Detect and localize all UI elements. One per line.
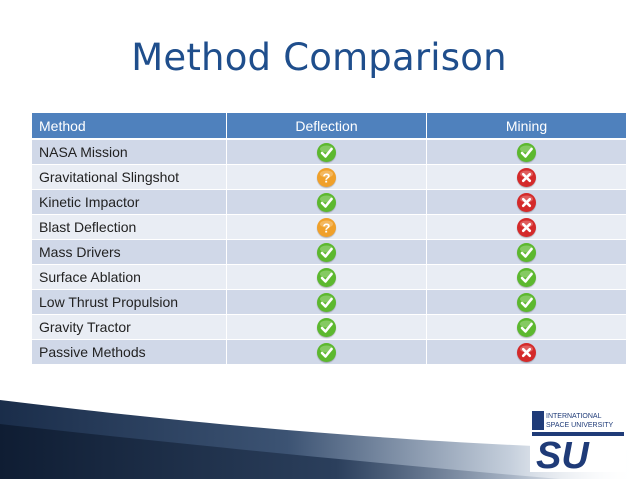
method-name-cell: Passive Methods <box>31 339 227 365</box>
method-name-cell: Low Thrust Propulsion <box>31 289 227 315</box>
mining-cell <box>426 289 627 315</box>
deflection-cell <box>226 239 427 265</box>
check-icon <box>517 317 536 337</box>
check-icon <box>317 242 336 262</box>
method-name-cell: Surface Ablation <box>31 264 227 290</box>
slide-title: Method Comparison <box>131 36 507 79</box>
check-icon <box>317 342 336 362</box>
mining-cell <box>426 339 627 365</box>
method-name-cell: NASA Mission <box>31 138 227 165</box>
deflection-cell <box>226 264 427 290</box>
deflection-cell <box>226 289 427 315</box>
svg-text:?: ? <box>323 170 331 185</box>
method-name-cell: Blast Deflection <box>31 214 227 240</box>
deflection-cell <box>226 339 427 365</box>
header-mining: Mining <box>426 112 627 140</box>
mining-cell <box>426 264 627 290</box>
table-row: Blast Deflection? <box>31 214 627 240</box>
header-deflection: Deflection <box>226 112 427 140</box>
cross-icon <box>517 192 536 212</box>
table-row: Passive Methods <box>31 339 627 365</box>
method-name-cell: Mass Drivers <box>31 239 227 265</box>
table-row: Mass Drivers <box>31 239 627 265</box>
logo-line2: SPACE UNIVERSITY <box>546 422 613 429</box>
logo-line1: INTERNATIONAL <box>546 413 602 420</box>
deflection-cell <box>226 314 427 340</box>
table-header-row: Method Deflection Mining <box>31 112 627 140</box>
mining-cell <box>426 239 627 265</box>
method-name-cell: Kinetic Impactor <box>31 189 227 215</box>
check-icon <box>317 192 336 212</box>
table-row: Low Thrust Propulsion <box>31 289 627 315</box>
method-comparison-table: Method Deflection Mining NASA Mission Gra… <box>31 112 627 365</box>
deflection-cell: ? <box>226 214 427 240</box>
check-icon <box>517 142 536 162</box>
table-row: Gravitational Slingshot? <box>31 164 627 190</box>
mining-cell <box>426 138 627 165</box>
method-name-cell: Gravitational Slingshot <box>31 164 227 190</box>
deflection-cell: ? <box>226 164 427 190</box>
check-icon <box>317 267 336 287</box>
svg-text:?: ? <box>323 220 331 235</box>
mining-cell <box>426 189 627 215</box>
table-row: Gravity Tractor <box>31 314 627 340</box>
check-icon <box>517 267 536 287</box>
check-icon <box>517 242 536 262</box>
isu-logo: INTERNATIONAL SPACE UNIVERSITY SU <box>530 408 626 472</box>
check-icon <box>317 317 336 337</box>
table-row: NASA Mission <box>31 138 627 165</box>
question-icon: ? <box>317 167 336 187</box>
check-icon <box>517 292 536 312</box>
cross-icon <box>517 217 536 237</box>
cross-icon <box>517 167 536 187</box>
logo-mark: SU <box>536 435 590 472</box>
deflection-cell <box>226 138 427 165</box>
cross-icon <box>517 342 536 362</box>
header-method: Method <box>31 112 227 140</box>
mining-cell <box>426 214 627 240</box>
method-name-cell: Gravity Tractor <box>31 314 227 340</box>
deflection-cell <box>226 189 427 215</box>
decorative-swoosh <box>0 400 638 479</box>
question-icon: ? <box>317 217 336 237</box>
mining-cell <box>426 314 627 340</box>
check-icon <box>317 292 336 312</box>
check-icon <box>317 142 336 162</box>
mining-cell <box>426 164 627 190</box>
table-row: Surface Ablation <box>31 264 627 290</box>
table-row: Kinetic Impactor <box>31 189 627 215</box>
